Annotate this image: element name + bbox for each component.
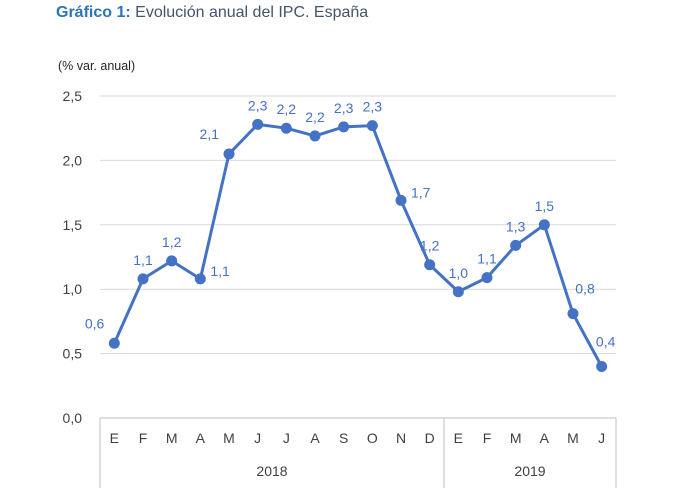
data-point xyxy=(280,122,292,134)
data-label: 2,2 xyxy=(277,101,297,117)
y-tick-label: 0,5 xyxy=(63,346,83,362)
data-point xyxy=(424,259,436,271)
data-point xyxy=(223,148,235,160)
data-label: 0,8 xyxy=(575,281,595,297)
data-point xyxy=(481,272,493,284)
y-unit-label: (% var. anual) xyxy=(58,59,135,73)
y-tick-label: 2,0 xyxy=(63,152,83,168)
x-tick-label: S xyxy=(339,430,348,446)
year-label: 2018 xyxy=(256,463,287,479)
data-point xyxy=(510,239,522,251)
chart-title: Gráfico 1: Evolución anual del IPC. Espa… xyxy=(56,4,368,22)
data-point xyxy=(166,255,178,267)
data-label: 2,3 xyxy=(363,99,383,115)
data-label: 1,1 xyxy=(477,251,497,267)
x-tick-label: D xyxy=(425,430,435,446)
y-tick-label: 1,5 xyxy=(63,217,83,233)
series-line xyxy=(112,122,603,368)
y-tick-label: 1,0 xyxy=(63,281,83,297)
data-label: 2,1 xyxy=(200,126,220,142)
data-label: 1,1 xyxy=(210,263,230,279)
y-tick-label: 0,0 xyxy=(63,410,83,426)
data-label: 1,5 xyxy=(535,198,555,214)
data-point xyxy=(309,130,321,142)
x-tick-label: M xyxy=(567,430,579,446)
data-label: 1,7 xyxy=(411,184,431,200)
data-label: 1,2 xyxy=(162,234,182,250)
x-tick-label: J xyxy=(598,430,605,446)
data-label: 0,6 xyxy=(85,315,105,331)
data-point xyxy=(137,273,149,285)
data-point xyxy=(452,286,464,298)
x-tick-label: M xyxy=(510,430,522,446)
x-tick-label: A xyxy=(540,430,550,446)
data-label: 1,1 xyxy=(133,252,153,268)
x-tick-label: A xyxy=(196,430,206,446)
x-tick-label: F xyxy=(483,430,492,446)
data-label: 2,3 xyxy=(248,97,268,113)
x-tick-label: A xyxy=(310,430,320,446)
x-tick-label: O xyxy=(367,430,378,446)
x-tick-label: M xyxy=(223,430,235,446)
data-label: 1,2 xyxy=(420,238,440,254)
data-point xyxy=(252,118,264,130)
data-point xyxy=(596,360,608,372)
chart-title-text: Evolución anual del IPC. España xyxy=(135,4,369,21)
data-label: 2,3 xyxy=(334,100,354,116)
year-label: 2019 xyxy=(514,463,545,479)
x-tick-label: N xyxy=(396,430,406,446)
data-point xyxy=(366,120,378,132)
data-label: 1,3 xyxy=(506,218,526,234)
chart-title-lead: Gráfico 1: xyxy=(56,4,131,21)
x-tick-label: F xyxy=(139,430,148,446)
x-tick-label: E xyxy=(110,430,119,446)
data-label: 0,4 xyxy=(596,333,616,349)
x-tick-label: M xyxy=(166,430,178,446)
data-label: 1,0 xyxy=(449,265,469,281)
data-point xyxy=(338,121,350,133)
x-tick-label: J xyxy=(283,430,290,446)
y-tick-label: 2,5 xyxy=(63,88,83,104)
data-point xyxy=(538,219,550,231)
x-tick-label: E xyxy=(454,430,463,446)
data-point xyxy=(395,194,407,206)
data-point xyxy=(567,308,579,320)
data-label: 2,2 xyxy=(305,109,325,125)
x-tick-label: J xyxy=(254,430,261,446)
data-point xyxy=(108,337,120,349)
data-point xyxy=(194,273,206,285)
